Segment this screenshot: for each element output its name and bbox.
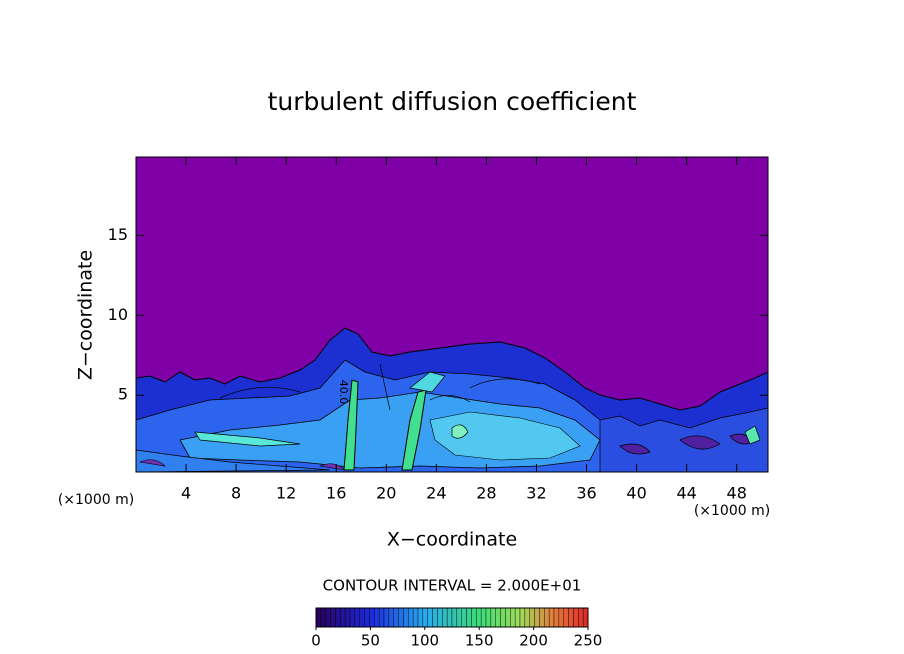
colorbar-cell xyxy=(500,607,506,628)
colorbar-cell xyxy=(344,607,351,628)
colorbar-cell xyxy=(510,607,516,628)
colorbar-cell xyxy=(349,607,356,628)
colorbar-cell xyxy=(505,607,511,628)
colorbar-cell xyxy=(412,607,419,628)
colorbar-cell xyxy=(417,607,424,628)
colorbar-cell xyxy=(359,607,365,628)
colorbar-cell xyxy=(466,607,472,628)
colorbar-cell xyxy=(451,607,458,628)
colorbar-cell xyxy=(432,607,438,628)
colorbar-tick-label: 50 xyxy=(361,632,380,650)
x-tick-label: 4 xyxy=(181,484,191,503)
x-tick-label: 28 xyxy=(476,484,496,503)
colorbar-cell xyxy=(398,607,404,628)
colorbar-cell xyxy=(558,607,564,628)
colorbar-cell xyxy=(354,607,360,628)
colorbar-cell xyxy=(461,607,467,628)
colorbar-cell xyxy=(476,607,482,628)
colorbar-cell xyxy=(519,607,526,628)
colorbar-cell xyxy=(485,607,492,628)
colorbar-frame xyxy=(315,607,589,628)
x-tick-label: 40 xyxy=(626,484,646,503)
colorbar-cell xyxy=(563,607,569,628)
colorbar-cell xyxy=(544,607,550,628)
x-tick-label: 8 xyxy=(231,484,241,503)
x-tick-label: 16 xyxy=(326,484,346,503)
colorbar-cell xyxy=(383,607,390,628)
x-tick-label: 12 xyxy=(276,484,296,503)
colorbar-cell xyxy=(315,607,322,628)
y-tick-label: 15 xyxy=(108,225,128,244)
x-tick-label: 44 xyxy=(676,484,696,503)
colorbar-cell xyxy=(437,607,443,628)
colorbar-cell xyxy=(320,607,326,628)
colorbar-cell xyxy=(524,607,530,628)
colorbar-cell xyxy=(388,607,394,628)
colorbar-cell xyxy=(529,607,535,628)
colorbar-tick-label: 250 xyxy=(574,632,603,650)
x-tick-label: 36 xyxy=(576,484,596,503)
x-unit-label: (×1000 m) xyxy=(694,503,770,519)
colorbar-cell xyxy=(403,607,409,628)
contour-label: 40.0 xyxy=(337,380,350,405)
colorbar-cell xyxy=(471,607,477,628)
y-tick-label: 5 xyxy=(118,385,128,404)
colorbar-cell xyxy=(446,607,453,628)
colorbar-cell xyxy=(514,607,521,628)
colorbar-tick-label: 150 xyxy=(465,632,494,650)
colorbar-tick-label: 200 xyxy=(519,632,548,650)
colorbar-cell xyxy=(374,607,380,628)
x-tick-label: 48 xyxy=(727,484,747,503)
chart-title: turbulent diffusion coefficient xyxy=(268,87,637,116)
x-axis-label: X−coordinate xyxy=(387,529,517,551)
colorbar-cell xyxy=(490,607,496,628)
colorbar-tick-label: 100 xyxy=(410,632,439,650)
colorbar-cell xyxy=(573,607,579,628)
colorbar-cell xyxy=(408,607,414,628)
colorbar-cell xyxy=(330,607,336,628)
y-tick-label: 10 xyxy=(108,305,128,324)
contour-interval: CONTOUR INTERVAL = 2.000E+01 xyxy=(323,577,582,595)
colorbar: 0 50 100 150 200 250 xyxy=(311,607,603,650)
plot-frame xyxy=(135,156,769,473)
colorbar-cell xyxy=(378,607,385,628)
x-tick-label: 32 xyxy=(526,484,546,503)
colorbar-tick-label: 0 xyxy=(311,632,321,650)
y-unit-label: (×1000 m) xyxy=(58,492,134,508)
colorbar-cell xyxy=(422,607,428,628)
colorbar-cell xyxy=(480,607,487,628)
colorbar-cell xyxy=(442,607,448,628)
x-tick-label: 20 xyxy=(376,484,396,503)
colorbar-cell xyxy=(578,607,584,628)
colorbar-cell xyxy=(427,607,433,628)
colorbar-cell xyxy=(582,607,589,628)
colorbar-cell xyxy=(534,607,540,628)
colorbar-cell xyxy=(456,607,462,628)
colorbar-cell xyxy=(539,607,545,628)
colorbar-cell xyxy=(335,607,341,628)
colorbar-cell xyxy=(325,607,331,628)
colorbar-cell xyxy=(369,607,375,628)
colorbar-cell xyxy=(340,607,346,628)
colorbar-cell xyxy=(364,607,370,628)
x-tick-label: 24 xyxy=(426,484,446,503)
colorbar-cell xyxy=(553,607,560,628)
colorbar-cell xyxy=(548,607,555,628)
colorbar-cell xyxy=(495,607,501,628)
colorbar-cell xyxy=(393,607,399,628)
contour-field xyxy=(136,157,768,472)
y-axis-label: Z−coordinate xyxy=(75,250,97,380)
colorbar-cell xyxy=(568,607,574,628)
